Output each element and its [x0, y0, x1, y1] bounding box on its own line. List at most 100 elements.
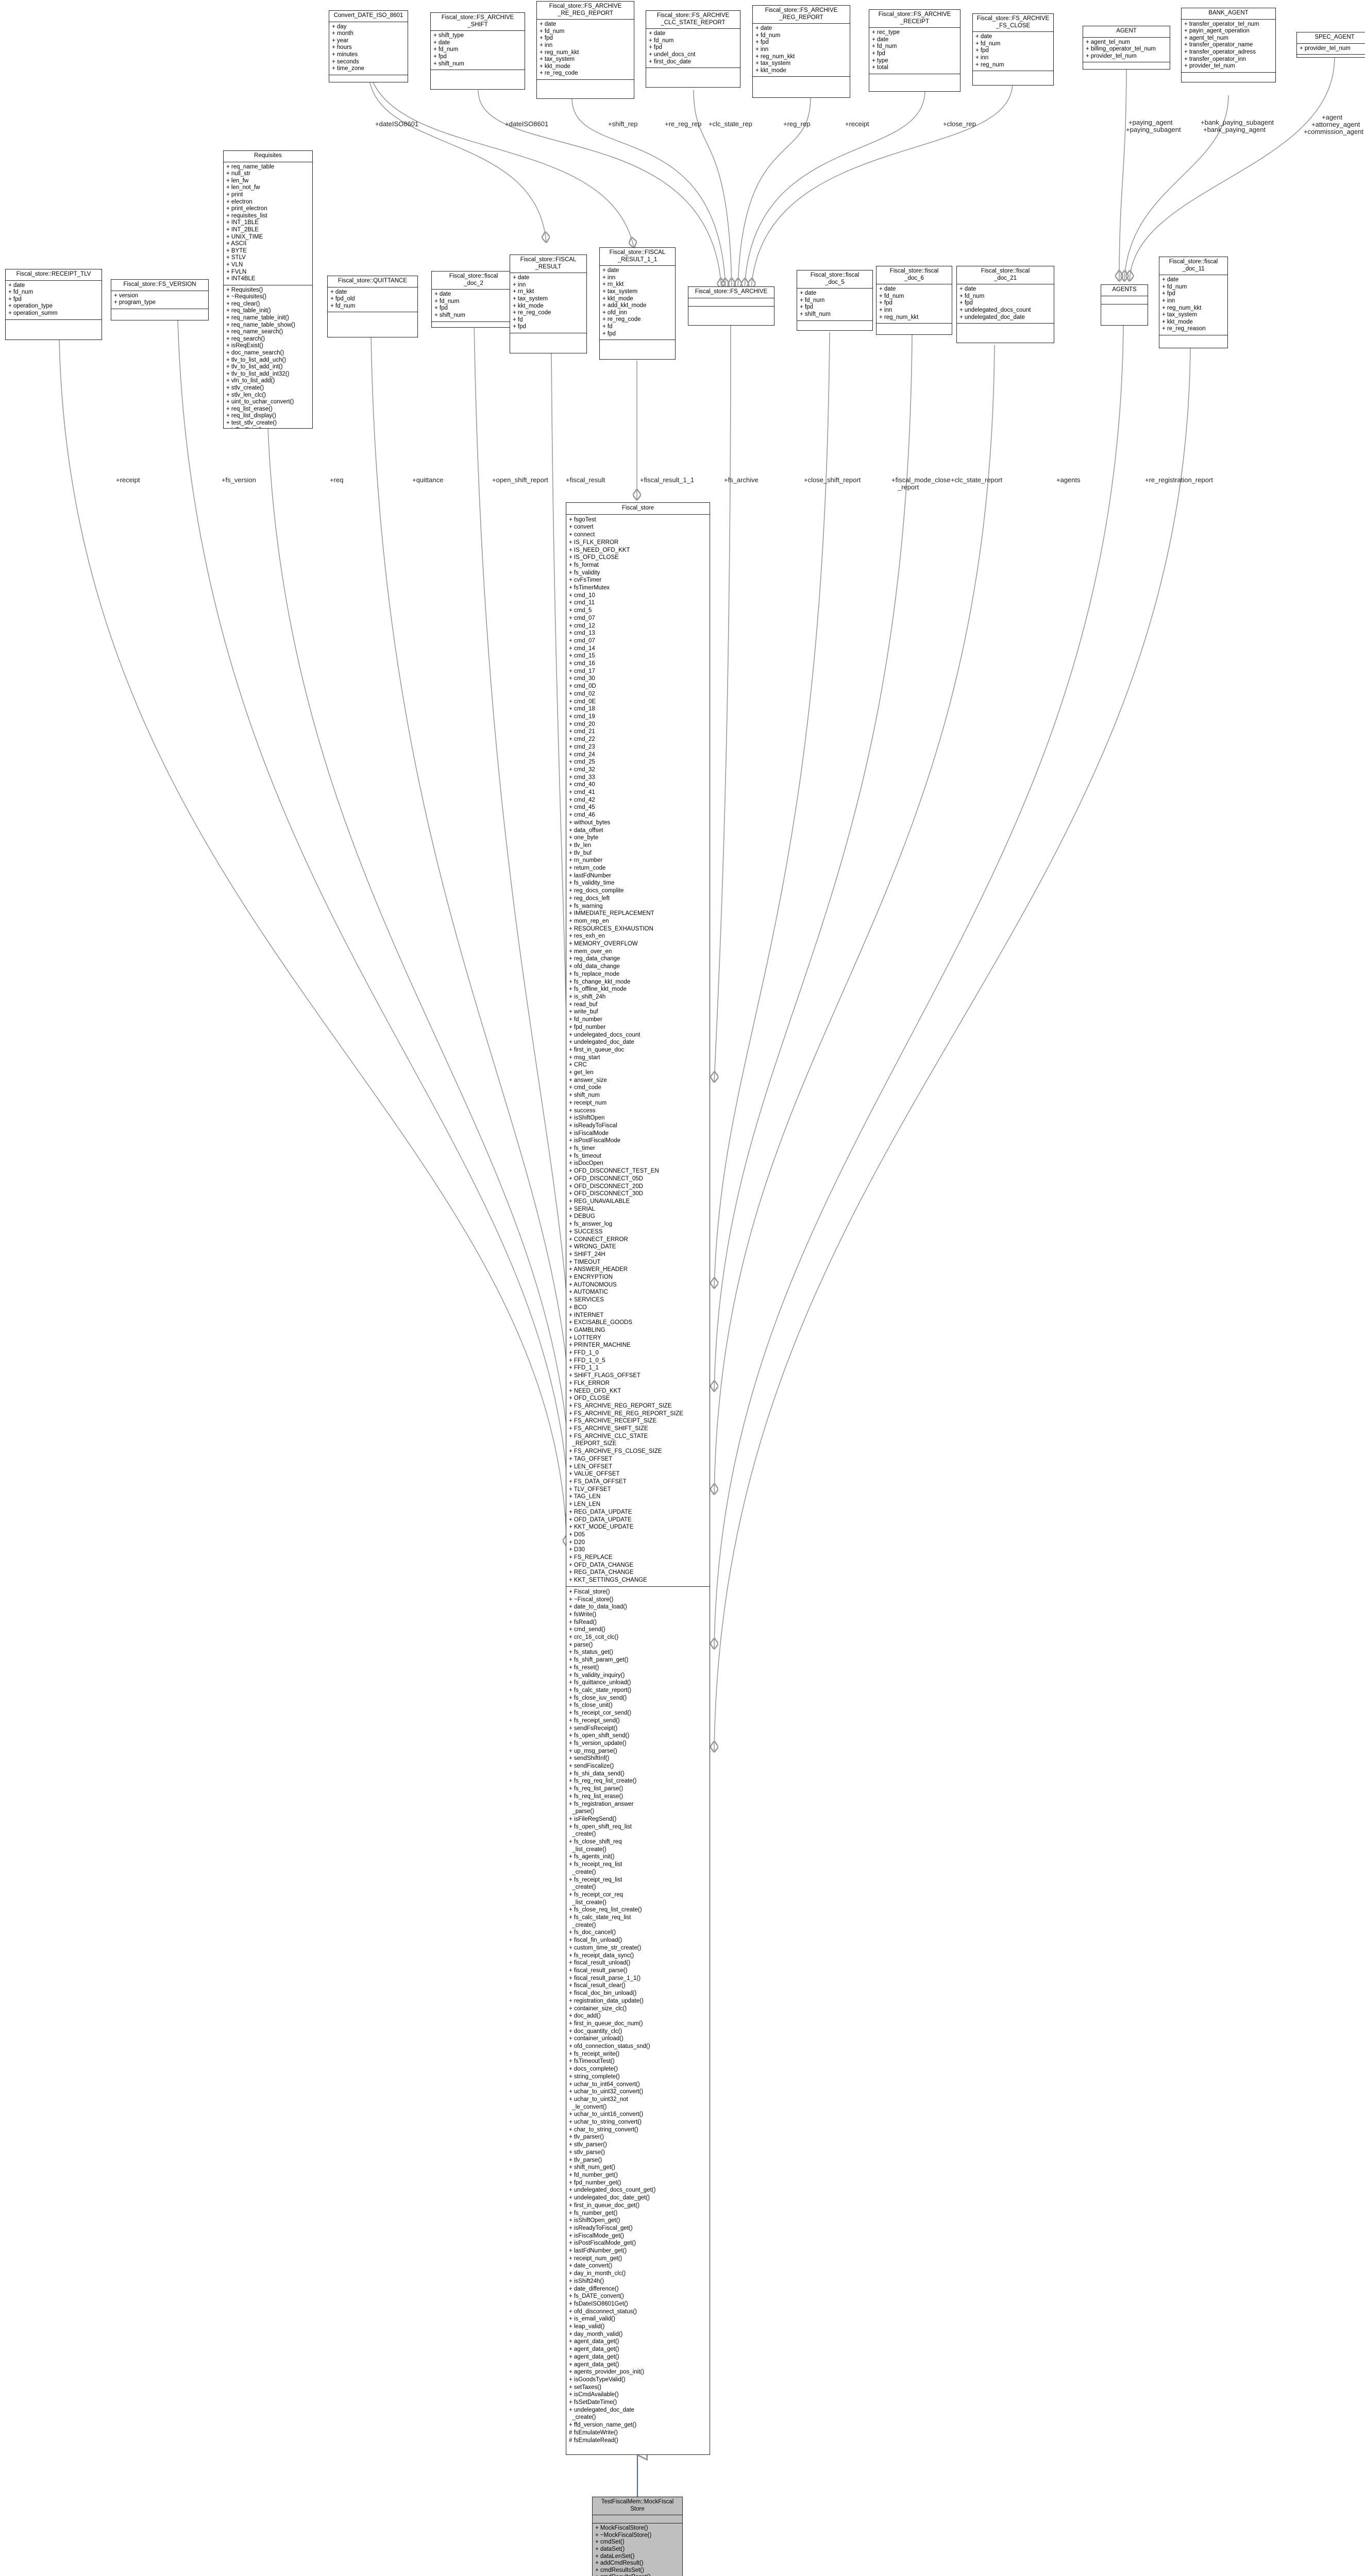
- edge-label: +agent: [1322, 113, 1343, 121]
- attribute: + inn: [602, 274, 616, 281]
- operations-section: [537, 80, 634, 88]
- attribute: + reg_docs_left: [569, 895, 610, 902]
- operation: + uchar_to_string_convert(): [569, 2119, 642, 2126]
- operation: + sendFiscalize(): [569, 1763, 614, 1770]
- attribute: + cmd_30: [569, 675, 595, 682]
- attribute: + cmd_18: [569, 706, 595, 713]
- attribute: + TAG_OFFSET: [569, 1455, 613, 1462]
- attribute: + one_byte: [569, 835, 599, 841]
- class-box-receipt-tlv: Fiscal_store::RECEIPT_TLV + date + fd_num +…: [5, 269, 102, 340]
- attribute: + kkt_mode: [602, 295, 633, 302]
- operations-section: [111, 309, 208, 317]
- operation: + vln_to_list_add(): [226, 378, 275, 384]
- attribute: + FFD_1_0_5: [569, 1357, 605, 1364]
- attribute: + without_bytes: [569, 819, 611, 826]
- attribute: + STLV: [226, 255, 246, 261]
- attribute: + cmd_40: [569, 782, 595, 788]
- class-title: Fiscal_store: [566, 503, 710, 515]
- attribute: + cmd_5: [569, 607, 592, 614]
- attribute: + undelegated_doc_date: [569, 1039, 634, 1046]
- attribute: + rec_type: [872, 29, 900, 36]
- operation: + parse(): [569, 1641, 593, 1648]
- attribute: + shift_type: [433, 32, 464, 39]
- attribute: + date: [8, 282, 25, 289]
- attribute: + fpd: [879, 300, 892, 307]
- attribute: + DEBUG: [569, 1213, 595, 1220]
- class-title: Fiscal_store::fiscal _doc_11: [1159, 257, 1227, 276]
- operation: + fs_receipt_cor_send(): [569, 1710, 632, 1717]
- operation: + fs_reg_req_list_create(): [569, 1778, 637, 1785]
- operations-section: + MockFiscalStore() + ~MockFiscalStore() +…: [593, 2523, 682, 2576]
- operation: + fiscal_fin_unload(): [569, 1937, 622, 1944]
- attribute: + first_in_queue_doc: [569, 1046, 625, 1053]
- attribute: + electron: [226, 198, 252, 205]
- attributes-section: + date + fd_num + fpd + inn + reg_num_kkt: [877, 284, 952, 324]
- class-title-line: Store: [630, 2505, 645, 2512]
- attribute: + cmd_41: [569, 789, 595, 796]
- attribute: + shift_num: [800, 311, 831, 317]
- class-title-line: Fiscal_store::FS_ARCHIVE: [976, 15, 1050, 22]
- class-title-line: Requisites: [254, 152, 282, 159]
- edge-receipt-tlv: [59, 340, 567, 1546]
- class-box-fs-archive: Fiscal_store::FS_ARCHIVE: [688, 286, 774, 326]
- class-title-line: _doc_5: [825, 279, 845, 285]
- operation: + shift_num_get(): [569, 2164, 615, 2171]
- operation: + fs_version_update(): [569, 1740, 627, 1747]
- operation: + fd_number_get(): [569, 2172, 618, 2178]
- edge-label: +receipt: [845, 120, 869, 128]
- class-box-fiscal-result-1-1: Fiscal_store::FISCAL _RESULT_1_1 + date + i…: [599, 247, 676, 360]
- operations-section: [688, 307, 774, 314]
- attribute: + tax_system: [602, 288, 638, 295]
- operation: _list_create(): [569, 1899, 606, 1906]
- attribute: + fs_format: [569, 562, 599, 568]
- attribute: + date: [975, 33, 992, 40]
- class-box-fiscal-doc-6: Fiscal_store::fiscal _doc_6 + date + fd_num…: [876, 266, 952, 335]
- attribute: + cvFsTimer: [569, 577, 602, 584]
- operations-section: [1083, 62, 1170, 69]
- attribute: + fs_offline_kkt_mode: [569, 986, 627, 993]
- class-title: Fiscal_store::FS_ARCHIVE _SHIFT: [431, 13, 525, 31]
- class-title: TestFiscalMem::MockFiscal Store: [593, 2497, 682, 2516]
- operation: + agent_data_get(): [569, 2361, 619, 2368]
- attribute: + cmd_46: [569, 812, 595, 819]
- operation: + stlv_len_clc(): [226, 392, 266, 398]
- operation: _create(): [569, 1922, 596, 1928]
- attribute: + INT_2BLE: [226, 226, 259, 233]
- operation: + undelegated_doc_date_get(): [569, 2195, 650, 2201]
- attribute: + reg_num_kkt: [755, 53, 795, 60]
- attributes-section: + version + program_type: [111, 291, 208, 309]
- operation: + fs_receipt_data_sync(): [569, 1952, 634, 1959]
- attribute: _REPORT_SIZE: [569, 1440, 617, 1447]
- operation: + date_to_data_load(): [569, 1604, 627, 1611]
- edge-label: +shift_rep: [608, 120, 637, 128]
- attribute: + time_zone: [332, 65, 364, 72]
- attribute: + fpd: [975, 47, 989, 54]
- attribute: + msg_start: [569, 1054, 600, 1061]
- attribute: + ASCII: [226, 241, 247, 247]
- operations-section: [600, 340, 675, 348]
- operation: + isCmdAvailable(): [569, 2392, 619, 2398]
- class-title: Fiscal_store::fiscal _doc_2: [432, 272, 515, 290]
- edge-quittance: [370, 334, 572, 1443]
- operations-section: [869, 74, 960, 82]
- attribute: + minutes: [332, 51, 358, 58]
- attribute: + date: [872, 36, 889, 43]
- attribute: + RESOURCES_EXHAUSTION: [569, 925, 653, 932]
- class-box-fiscal-doc-21: Fiscal_store::fiscal _doc_21 + date + fd_nu…: [956, 266, 1054, 343]
- attribute: + reg_docs_complite: [569, 888, 624, 894]
- attribute: + IS_FLK_ERROR: [569, 539, 619, 546]
- class-title-line: Fiscal_store::fiscal: [981, 268, 1030, 274]
- attribute: + IS_NEED_OFD_KKT: [569, 547, 630, 553]
- operation: _parse(): [569, 1808, 595, 1815]
- operation: + fsDateISO8601Get(): [569, 2300, 628, 2307]
- attribute: + null_str: [226, 171, 250, 177]
- attribute: + fpd: [434, 305, 448, 312]
- attribute: + day: [332, 23, 347, 30]
- class-title: Fiscal_store::fiscal _doc_5: [797, 270, 872, 289]
- class-title: Fiscal_store::FS_VERSION: [111, 280, 208, 291]
- class-box-fiscal-doc-11: Fiscal_store::fiscal _doc_11 + date + fd_nu…: [1159, 257, 1228, 348]
- class-box-quittance: Fiscal_store::QUITTANCE + date + fpd_old + …: [327, 276, 418, 337]
- class-box-requisites: Requisites + req_name_table + null_str + le…: [223, 150, 313, 429]
- operation: + first_in_queue_doc_num(): [569, 2020, 643, 2027]
